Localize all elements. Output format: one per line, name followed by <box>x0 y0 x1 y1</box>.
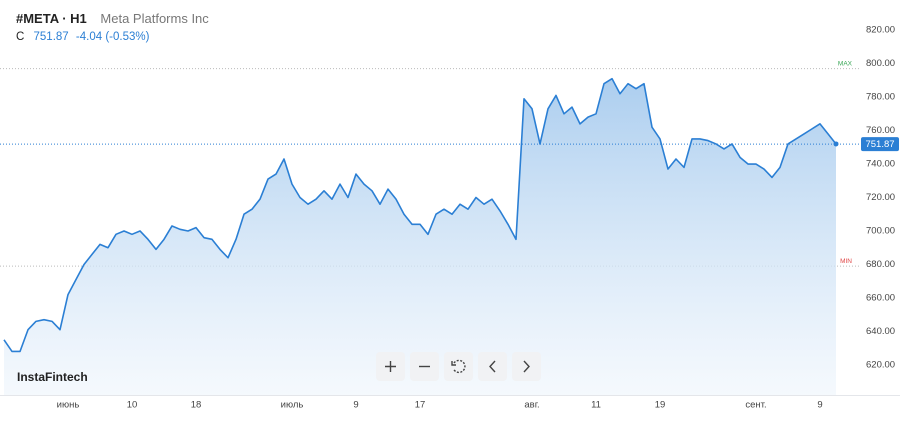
quote-line: C 751.87 -4.04 (-0.53%) <box>16 31 149 43</box>
instrument-name: Meta Platforms Inc <box>100 11 209 26</box>
zoom-in-button[interactable] <box>376 352 405 381</box>
x-tick-label: 10 <box>127 400 138 411</box>
x-tick-label: авг. <box>524 400 539 411</box>
header-line: #META · H1 Meta Platforms Inc <box>16 11 209 26</box>
close-value: 751.87 <box>33 31 69 43</box>
scroll-left-button[interactable] <box>478 352 507 381</box>
y-tick-label: 720.00 <box>866 192 895 203</box>
change: -4.04 (-0.53%) <box>75 31 150 43</box>
y-tick-label: 620.00 <box>866 359 895 370</box>
y-tick-label: 800.00 <box>866 58 895 69</box>
max-line-label: MAX <box>838 60 853 67</box>
x-tick-label: сент. <box>745 400 766 411</box>
y-tick-label: 740.00 <box>866 159 895 170</box>
area <box>4 78 836 395</box>
x-tick-label: июль <box>281 400 304 411</box>
price-line <box>3 77 837 353</box>
y-tick-label: 660.00 <box>866 292 895 303</box>
x-tick-label: июнь <box>57 400 80 411</box>
y-tick-label: 820.00 <box>866 25 895 36</box>
scroll-right-button[interactable] <box>512 352 541 381</box>
reset-button[interactable] <box>444 352 473 381</box>
last-price-label: 751.87 <box>865 139 894 150</box>
y-tick-label: 640.00 <box>866 326 895 337</box>
min-line-label: MIN <box>840 258 852 265</box>
close-label: C <box>16 31 25 43</box>
x-tick-label: 18 <box>191 400 202 411</box>
symbol: #META · H1 <box>16 11 87 26</box>
x-tick-label: 9 <box>817 400 822 411</box>
last-point <box>833 141 839 147</box>
y-tick-label: 700.00 <box>866 225 895 236</box>
y-tick-label: 680.00 <box>866 259 895 270</box>
x-tick-label: 11 <box>591 400 601 411</box>
y-tick-label: 760.00 <box>866 125 895 136</box>
logo: InstaFintech <box>17 370 88 384</box>
x-tick-label: 19 <box>655 400 666 411</box>
x-tick-label: 17 <box>415 400 426 411</box>
x-tick-label: 9 <box>353 400 358 411</box>
zoom-out-button[interactable] <box>410 352 439 381</box>
y-tick-label: 780.00 <box>866 92 895 103</box>
last-price-badge <box>861 137 899 152</box>
